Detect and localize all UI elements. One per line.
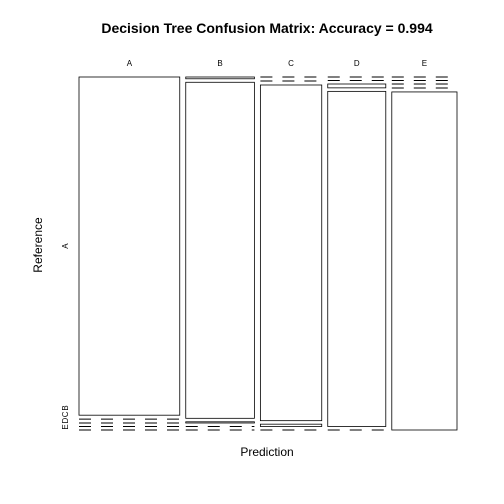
mosaic-cell-A-A [78,76,181,416]
y-tick-C: C [61,411,70,417]
mosaic-cell-E-E [391,91,458,431]
y-tick-E: E [61,424,70,429]
mosaic-cell-C-D [259,423,323,427]
x-tick-A: A [127,59,133,68]
y-tick-D: D [61,417,70,423]
x-axis-label: Prediction [240,445,294,459]
x-tick-E: E [422,59,427,68]
x-tick-D: D [354,59,360,68]
y-axis-label: Reference [31,217,45,273]
mosaic-cell-B-B [185,81,255,419]
mosaic-cell-B-A [185,76,255,80]
mosaic-cell-B-C [185,421,255,424]
mosaic-cell-C-C [259,84,323,422]
mosaic-cell-D-C [327,83,387,89]
mosaic-cell-D-D [327,90,387,427]
x-tick-C: C [288,59,294,68]
y-tick-A: A [61,243,70,249]
x-tick-B: B [217,59,222,68]
chart-title: Decision Tree Confusion Matrix: Accuracy… [101,20,433,36]
y-tick-B: B [61,405,70,410]
